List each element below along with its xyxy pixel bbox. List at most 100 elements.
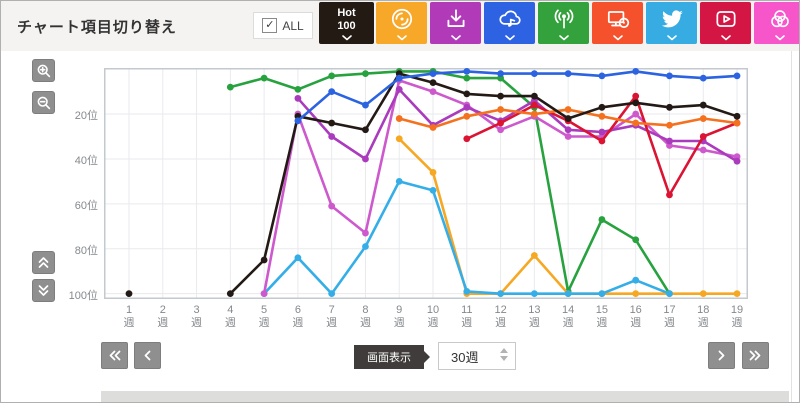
data-point-streaming-week7[interactable] (328, 88, 336, 96)
data-point-video-week11[interactable] (463, 135, 471, 143)
data-point-sales-week9[interactable] (395, 135, 403, 143)
data-point-download-week8[interactable] (362, 155, 369, 163)
data-point-twitter-week9[interactable] (395, 178, 403, 185)
data-point-streaming-week17[interactable] (666, 72, 673, 80)
data-point-video-week12[interactable] (497, 119, 504, 127)
data-point-lookup-week10[interactable] (429, 124, 437, 131)
data-point-video-week13[interactable] (530, 101, 538, 109)
data-point-twitter-week17[interactable] (666, 290, 673, 298)
all-filter-toggle[interactable]: ✓ ALL (253, 12, 313, 39)
data-point-hot100-week19[interactable] (733, 112, 741, 120)
data-point-twitter-week13[interactable] (530, 290, 538, 298)
data-point-download-week17[interactable] (666, 137, 673, 145)
spinner-up-icon[interactable] (500, 348, 508, 353)
metric-button-radio[interactable] (538, 2, 589, 44)
data-point-video-week17[interactable] (666, 191, 673, 199)
data-point-venn-week18[interactable] (699, 146, 707, 154)
zoom-in-button[interactable] (32, 59, 55, 82)
data-point-venn-week7[interactable] (328, 202, 336, 210)
data-point-streaming-week11[interactable] (463, 68, 471, 75)
data-point-hot100-week10[interactable] (429, 79, 437, 87)
data-point-radio-week8[interactable] (362, 70, 369, 78)
data-point-hot100-week17[interactable] (666, 103, 673, 111)
data-point-venn-week16[interactable] (632, 110, 640, 118)
data-point-hot100-week8[interactable] (362, 126, 369, 134)
data-point-streaming-week12[interactable] (497, 70, 504, 78)
data-point-radio-week7[interactable] (328, 72, 336, 80)
data-point-lookup-week19[interactable] (733, 119, 741, 127)
data-point-streaming-week13[interactable] (530, 70, 538, 78)
data-point-sales-week10[interactable] (429, 169, 437, 176)
data-point-lookup-week9[interactable] (395, 115, 403, 122)
metric-button-lookup[interactable] (592, 2, 643, 44)
data-point-twitter-week11[interactable] (463, 288, 471, 295)
data-point-streaming-week8[interactable] (362, 101, 369, 109)
data-point-download-week11[interactable] (463, 103, 471, 111)
data-point-hot100-week18[interactable] (699, 101, 707, 109)
data-point-lookup-week13[interactable] (530, 110, 538, 118)
data-point-radio-week5[interactable] (260, 74, 268, 82)
all-checkbox[interactable]: ✓ (262, 18, 278, 33)
data-point-twitter-week10[interactable] (429, 186, 437, 194)
data-point-venn-week8[interactable] (362, 229, 369, 237)
data-point-streaming-week15[interactable] (598, 72, 606, 80)
data-point-hot100-week5[interactable] (260, 256, 268, 264)
page-last-button[interactable] (742, 342, 769, 369)
data-point-venn-week5[interactable] (260, 290, 268, 298)
data-point-hot100-week7[interactable] (328, 119, 336, 127)
data-point-video-week18[interactable] (699, 133, 707, 140)
spinner-arrows[interactable] (500, 348, 508, 361)
data-point-download-week7[interactable] (328, 133, 336, 140)
metric-button-sales[interactable] (376, 2, 427, 44)
metric-button-streaming[interactable] (484, 2, 535, 44)
scroll-up-button[interactable] (32, 251, 55, 274)
data-point-streaming-week6[interactable] (294, 117, 302, 125)
data-point-download-week6[interactable] (294, 94, 302, 102)
data-point-hot100-week4[interactable] (226, 290, 234, 298)
data-point-twitter-week16[interactable] (632, 276, 640, 284)
data-point-venn-week12[interactable] (497, 126, 504, 134)
metric-button-hot100[interactable]: Hot 100 (319, 2, 374, 44)
data-point-video-week15[interactable] (598, 137, 606, 145)
data-point-lookup-week16[interactable] (632, 119, 640, 127)
data-point-streaming-week10[interactable] (429, 70, 437, 78)
data-point-radio-week6[interactable] (294, 85, 302, 93)
data-point-venn-week10[interactable] (429, 88, 437, 96)
scroll-down-button[interactable] (32, 279, 55, 302)
data-point-venn-week14[interactable] (564, 133, 572, 140)
data-point-download-week19[interactable] (733, 157, 741, 165)
data-point-radio-week4[interactable] (226, 83, 234, 91)
data-point-streaming-week9[interactable] (395, 74, 403, 82)
data-point-hot100-week11[interactable] (463, 90, 471, 98)
data-point-hot100-week12[interactable] (497, 92, 504, 100)
data-point-sales-week18[interactable] (699, 290, 707, 298)
data-point-sales-week16[interactable] (632, 290, 640, 298)
data-point-lookup-week11[interactable] (463, 112, 471, 120)
data-point-download-week15[interactable] (598, 128, 606, 136)
data-point-twitter-week6[interactable] (294, 254, 302, 262)
data-point-lookup-week17[interactable] (666, 121, 673, 129)
data-point-download-week14[interactable] (564, 126, 572, 134)
data-point-video-week16[interactable] (632, 92, 640, 100)
metric-button-video[interactable] (700, 2, 751, 44)
data-point-lookup-week14[interactable] (564, 106, 572, 113)
data-point-download-week9[interactable] (395, 85, 403, 93)
data-point-twitter-week14[interactable] (564, 290, 572, 298)
data-point-radio-week15[interactable] (598, 216, 606, 223)
data-point-hot100-week16[interactable] (632, 99, 640, 107)
data-point-twitter-week8[interactable] (362, 243, 369, 250)
metric-button-twitter[interactable] (646, 2, 697, 44)
metric-button-venn[interactable] (754, 2, 799, 44)
data-point-twitter-week7[interactable] (328, 290, 336, 298)
zoom-out-button[interactable] (32, 91, 55, 114)
data-point-twitter-week12[interactable] (497, 290, 504, 298)
data-point-radio-week11[interactable] (463, 74, 471, 82)
spinner-down-icon[interactable] (500, 356, 508, 361)
display-range-spinner[interactable]: 30週 (438, 342, 516, 370)
page-first-button[interactable] (101, 342, 128, 369)
data-point-lookup-week15[interactable] (598, 112, 606, 120)
data-point-hot100-week13[interactable] (530, 92, 538, 100)
data-point-streaming-week18[interactable] (699, 74, 707, 82)
page-next-button[interactable] (708, 342, 735, 369)
data-point-hot100-week14[interactable] (564, 115, 572, 122)
